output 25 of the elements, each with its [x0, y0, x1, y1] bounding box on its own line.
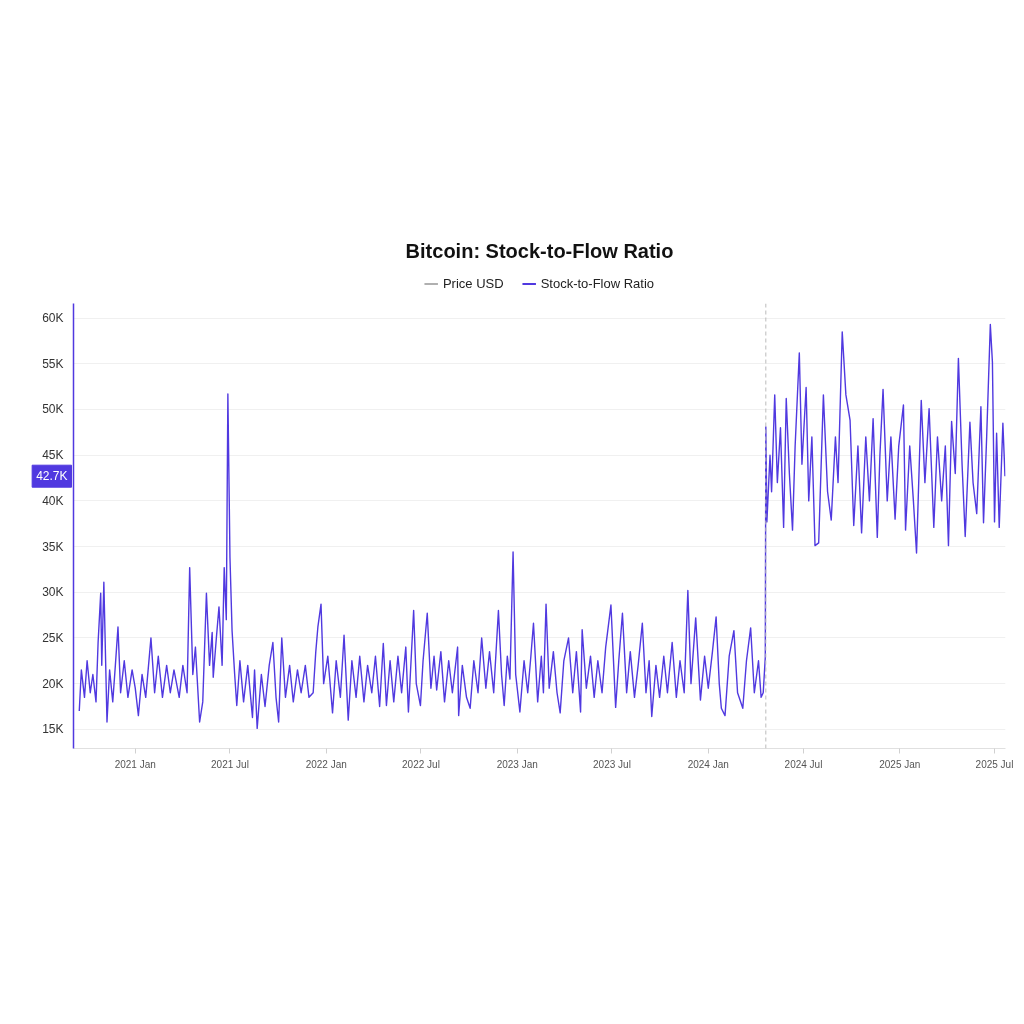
x-tick-label: 2022 Jul	[402, 758, 440, 770]
legend-label: Stock-to-Flow Ratio	[540, 275, 655, 291]
y-tick-label: 55K	[42, 356, 64, 371]
x-tick-label: 2021 Jan	[114, 758, 156, 770]
y-tick-label: 45K	[42, 448, 64, 463]
y-tick-label: 20K	[42, 676, 64, 691]
y-tick-label: 25K	[42, 630, 64, 645]
x-tick-label: 2022 Jan	[305, 758, 347, 770]
legend-label: Price USD	[442, 275, 504, 291]
line-series	[78, 323, 1006, 730]
x-tick-label: 2023 Jul	[593, 758, 631, 770]
y-tick-label: 60K	[42, 311, 64, 326]
x-tick-label: 2025 Jul	[975, 758, 1014, 770]
y-tick-label: 40K	[42, 493, 64, 508]
x-tick-label: 2025 Jan	[879, 758, 921, 770]
x-tick-label: 2021 Jul	[211, 758, 249, 770]
y-tick-label: 30K	[42, 585, 64, 600]
y-tick-label: 50K	[42, 402, 64, 417]
annotation: 42.7K	[36, 469, 68, 484]
x-tick-label: 2024 Jul	[784, 758, 823, 770]
y-tick-label: 35K	[42, 539, 64, 554]
x-tick-label: 2024 Jan	[687, 758, 729, 770]
chart-title: Bitcoin: Stock-to-Flow Ratio	[405, 239, 674, 262]
x-tick-label: 2023 Jan	[496, 758, 538, 770]
y-tick-label: 15K	[42, 722, 64, 737]
